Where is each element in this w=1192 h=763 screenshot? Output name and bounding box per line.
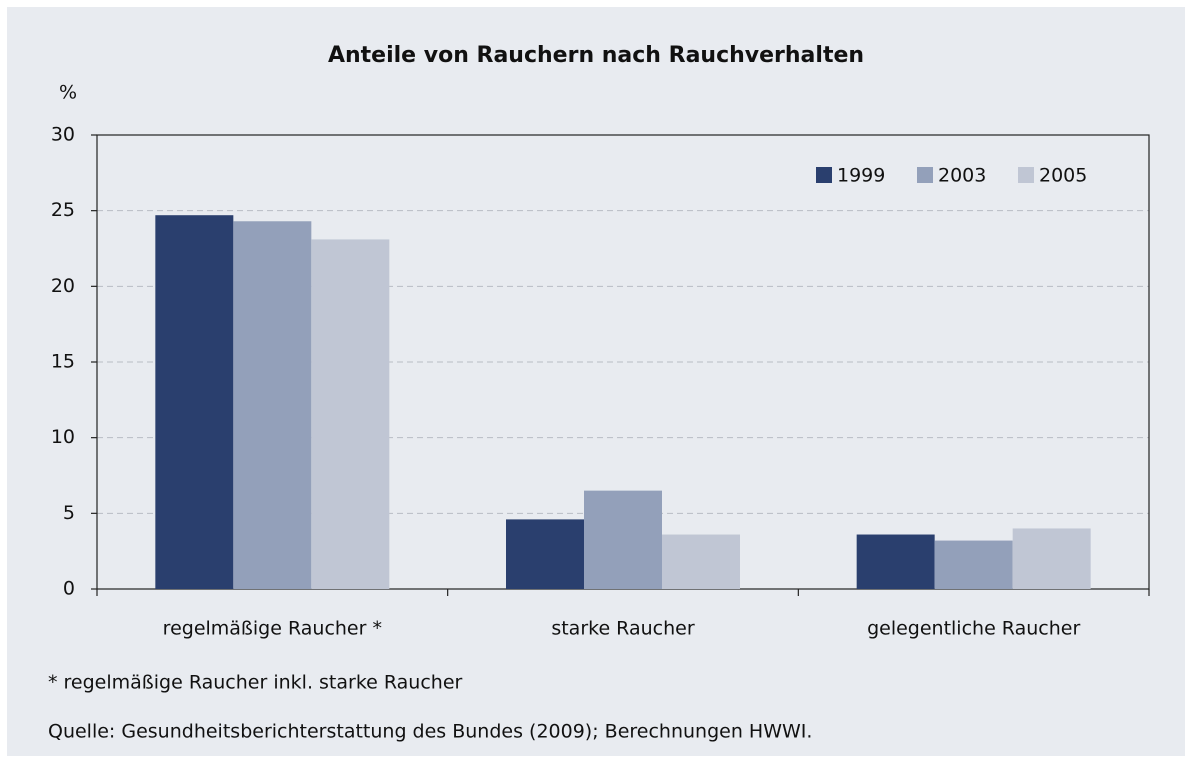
bar — [155, 215, 234, 589]
legend-swatch — [1018, 167, 1034, 183]
legend-swatch — [816, 167, 832, 183]
source: Quelle: Gesundheitsberichterstattung des… — [48, 721, 812, 743]
y-tick-label: 15 — [51, 351, 75, 373]
y-tick-label: 25 — [51, 199, 75, 221]
bar — [856, 534, 935, 589]
bar — [934, 540, 1013, 589]
y-tick-label: 5 — [63, 502, 75, 524]
legend-label: 1999 — [837, 165, 885, 187]
footnote: * regelmäßige Raucher inkl. starke Rauch… — [48, 672, 463, 694]
legend-label: 2005 — [1039, 165, 1087, 187]
y-tick-label: 0 — [63, 578, 75, 600]
bar — [584, 490, 662, 589]
x-tick-label: regelmäßige Raucher * — [163, 618, 382, 640]
bar — [1012, 528, 1091, 589]
y-axis-label: % — [59, 82, 77, 104]
x-tick-label: starke Raucher — [551, 618, 695, 640]
bar — [662, 534, 740, 589]
y-tick-label: 10 — [51, 426, 75, 448]
bar — [233, 221, 312, 589]
x-tick-label: gelegentliche Raucher — [867, 618, 1080, 640]
chart-title: Anteile von Rauchern nach Rauchverhalten — [328, 43, 864, 68]
legend-label: 2003 — [938, 165, 986, 187]
bar — [311, 239, 390, 590]
y-tick-label: 20 — [51, 275, 75, 297]
legend-swatch — [917, 167, 933, 183]
y-tick-label: 30 — [51, 124, 75, 146]
bar — [506, 519, 584, 589]
